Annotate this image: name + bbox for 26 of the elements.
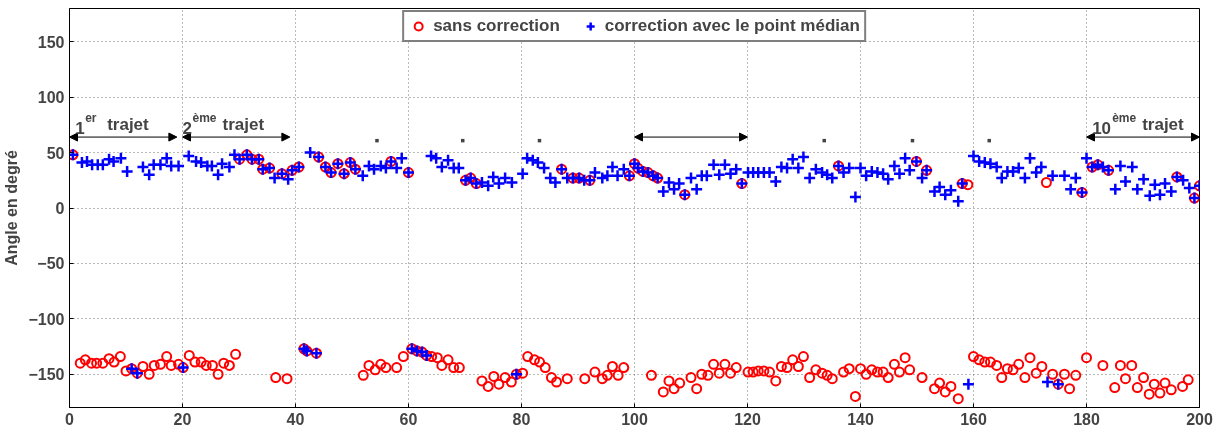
x-tick-label: 60 bbox=[399, 410, 418, 427]
y-tick-label: −100 bbox=[28, 310, 65, 328]
x-tick-label: 100 bbox=[621, 410, 648, 427]
x-tick-label: 80 bbox=[512, 410, 531, 427]
y-tick-label: 150 bbox=[37, 33, 65, 51]
annotation: ▪ bbox=[460, 132, 466, 149]
y-tick-label: 50 bbox=[46, 144, 65, 162]
annotation: ▪ bbox=[537, 132, 543, 149]
legend-label: correction avec le point médian bbox=[604, 16, 860, 36]
x-tick-label: 200 bbox=[1186, 410, 1213, 427]
x-tick-label: 120 bbox=[734, 410, 761, 427]
annotation: ▪ bbox=[821, 132, 827, 149]
y-tick-label: 100 bbox=[37, 89, 65, 107]
x-tick-label: 20 bbox=[173, 410, 192, 427]
x-tick-label: 180 bbox=[1073, 410, 1100, 427]
annotation: ▪ bbox=[374, 132, 380, 149]
annotation: ▪ bbox=[910, 132, 915, 149]
x-tick-label: 140 bbox=[847, 410, 874, 427]
y-tick-label: −150 bbox=[28, 366, 65, 384]
y-tick-label: 0 bbox=[55, 200, 65, 217]
x-tick-label: 160 bbox=[960, 410, 987, 427]
y-axis-title: Angle en degré bbox=[3, 150, 21, 266]
annotation: ▪ bbox=[986, 132, 992, 149]
x-tick-label: 40 bbox=[286, 410, 305, 427]
y-tick-label: −50 bbox=[37, 255, 65, 273]
legend-label: sans correction bbox=[433, 16, 560, 36]
